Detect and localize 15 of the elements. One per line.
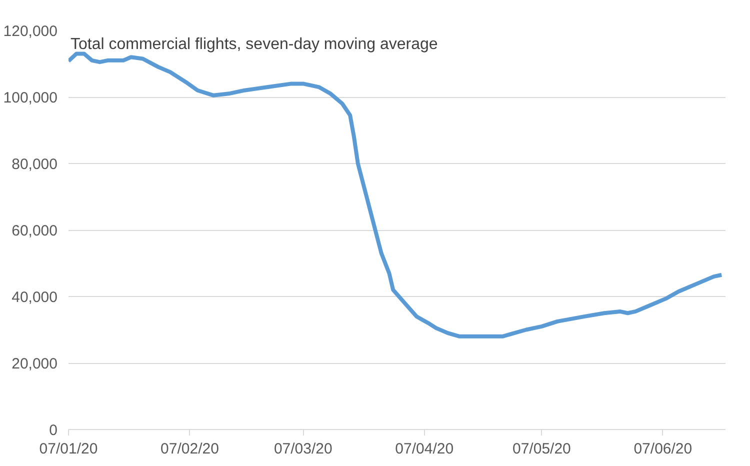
x-tick-label: 07/06/20: [634, 440, 692, 458]
y-tick-label: 20,000: [12, 356, 58, 372]
line-series: [68, 52, 724, 338]
x-tick-label: 07/01/20: [39, 440, 98, 458]
x-tick-label: 07/05/20: [512, 440, 571, 458]
x-tick-label: 07/03/20: [274, 440, 332, 458]
y-tick-label: 100,000: [3, 90, 58, 106]
y-tick-label: 0: [49, 422, 58, 439]
y-tick-label: 40,000: [12, 289, 58, 306]
x-tick-label: 07/02/20: [160, 440, 219, 458]
y-tick-label: 60,000: [12, 222, 58, 240]
y-tick-label: 80,000: [12, 156, 58, 173]
chart-title: Total commercial flights, seven-day moving average: [70, 36, 438, 53]
y-tick-label: 120,000: [3, 23, 58, 40]
x-tick-label: 07/04/20: [395, 440, 454, 458]
